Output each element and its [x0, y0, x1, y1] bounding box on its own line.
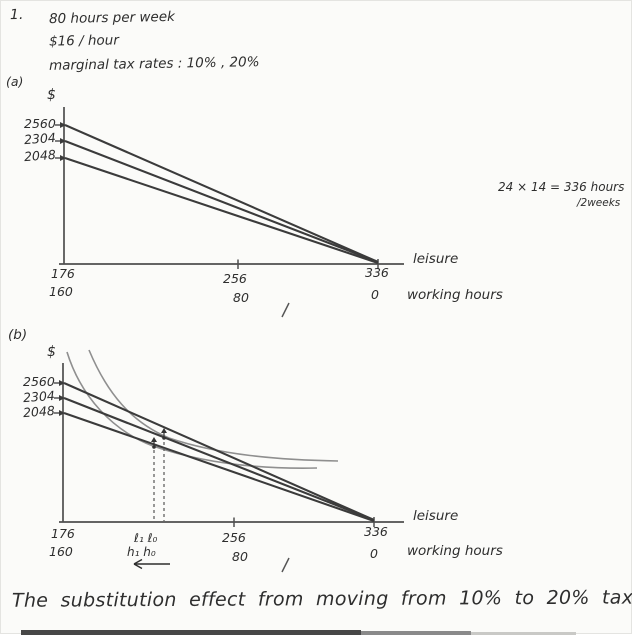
graph-a-ytick-2304-arrowhead-icon [60, 138, 66, 144]
graph-b-budget-line-20pct-tax [63, 412, 375, 522]
graph-a-axis-name-working-hours: working hours [407, 287, 503, 303]
graph-b-ytick-2560-arrowhead-icon [59, 380, 65, 386]
graph-b-budget-line-10pct-tax [63, 397, 375, 521]
graph-b-budget-line-no-tax [63, 382, 375, 521]
graph-a-xlabel-leisure-256: 256 [223, 271, 247, 286]
given-wage-rate: $16 / hour [48, 32, 119, 50]
graph-a-xlabel-leisure-336: 336 [365, 265, 389, 280]
graph-b-up-arrowhead-l1-icon [151, 437, 157, 442]
graph-b-xlabel-working-160: 160 [49, 544, 73, 559]
graph-b-xlabel-leisure-176: 176 [51, 526, 75, 541]
problem-number: 1. [9, 6, 24, 24]
graph-a-ylabel-2560: 2560 [24, 116, 56, 131]
side-note-per-two-weeks: /2weeks [577, 197, 621, 209]
graph-b-xlabel-leisure-336: 336 [364, 524, 388, 539]
page-bottom-cutoff-text [21, 630, 576, 635]
graph-b-ytick-2048-arrowhead-icon [59, 410, 65, 416]
graph-a-ytick-2560-arrowhead-icon [60, 122, 66, 128]
graph-b [54, 349, 404, 573]
graph-a-xlabel-working-80: 80 [233, 290, 249, 305]
graph-a [55, 107, 404, 318]
graph-a-budget-line-20pct-tax [64, 157, 379, 264]
side-note-hours-calculation: 24 × 14 = 336 hours [498, 180, 625, 194]
graph-b-up-arrowhead-l0-icon [161, 428, 167, 433]
graph-a-stray-pen-mark [281, 302, 290, 318]
graph-b-ylabel-2048: 2048 [22, 402, 56, 421]
graph-a-xlabel-working-160: 160 [49, 284, 73, 299]
graph-b-indifference-curve-compensated [66, 351, 318, 469]
graph-b-left-arrowhead-icon [133, 558, 143, 570]
conclusion-text: The substitution effect from moving from… [11, 586, 632, 612]
graph-a-budget-line-no-tax [64, 124, 379, 263]
graph-a-xlabel-leisure-176: 176 [51, 266, 75, 281]
graph-b-indifference-curve-original [88, 349, 339, 462]
graph-b-axis-name-leisure: leisure [413, 508, 459, 524]
graph-b-hours-point-labels: h₁ h₀ [127, 545, 156, 559]
given-hours-per-week: 80 hours per week [48, 8, 176, 28]
graph-b-xlabel-working-80: 80 [232, 549, 248, 564]
graph-a-ytick-2048-arrowhead-icon [60, 155, 66, 161]
graph-b-dollar-axis-label: $ [47, 344, 56, 360]
graph-a-ylabel-2304: 2304 [23, 129, 57, 148]
graph-b-ylabel-2560: 2560 [23, 374, 55, 389]
graph-a-xlabel-working-0: 0 [371, 287, 379, 302]
graph-b-xlabel-working-0: 0 [370, 546, 378, 561]
graph-a-axis-name-leisure: leisure [413, 251, 459, 267]
graph-a-dollar-axis-label: $ [47, 87, 56, 103]
graph-a-budget-line-10pct-tax [64, 140, 379, 263]
graph-b-axis-name-working-hours: working hours [407, 543, 503, 559]
graph-a-ylabel-2048: 2048 [23, 146, 57, 165]
graph-b-stray-pen-mark [281, 557, 290, 573]
graph-b-xlabel-leisure-256: 256 [222, 530, 246, 545]
part-b-label: (b) [8, 327, 28, 343]
graph-b-ytick-2304-arrowhead-icon [59, 395, 65, 401]
part-a-label: (a) [6, 74, 24, 89]
graph-b-leisure-point-labels: ℓ₁ ℓ₀ [134, 531, 158, 545]
